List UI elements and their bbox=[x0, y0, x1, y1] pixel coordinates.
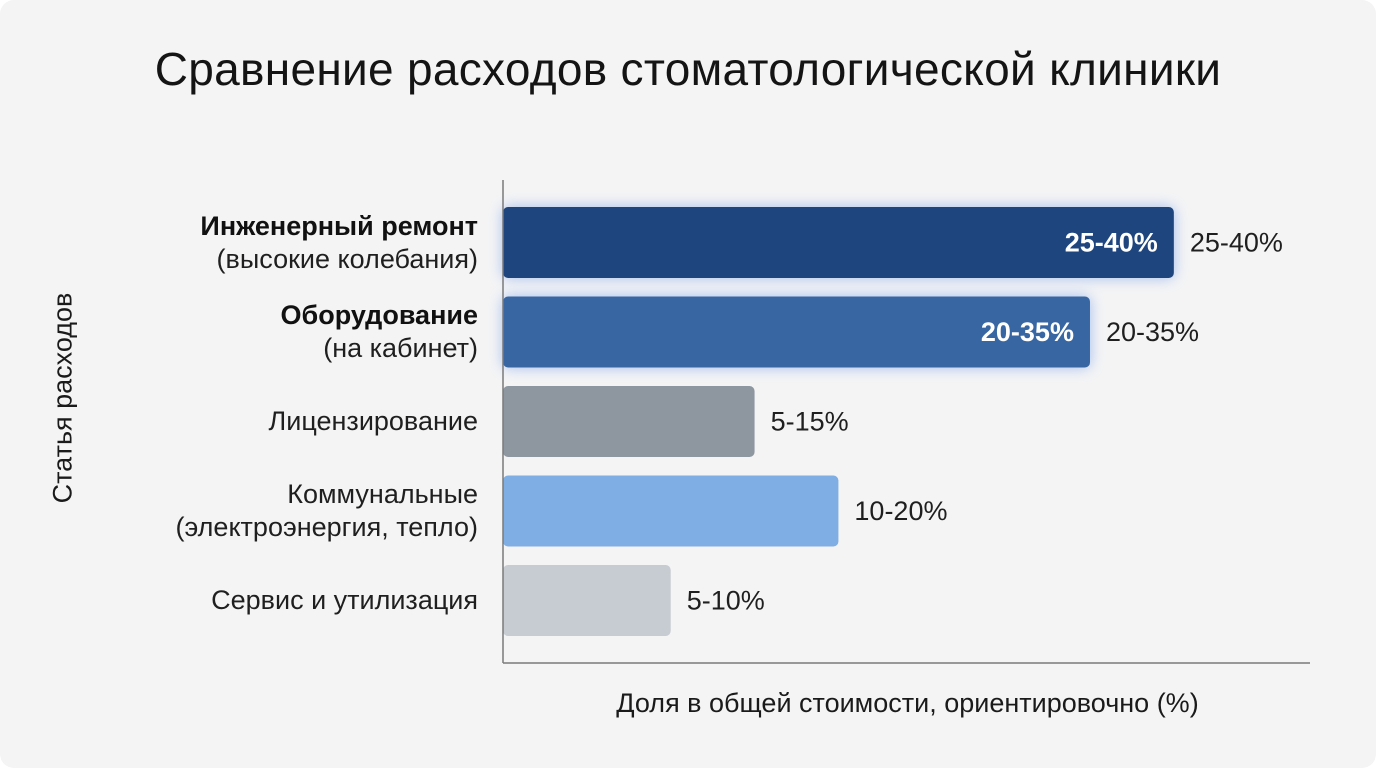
category-subtitle: (на кабинет) bbox=[323, 333, 478, 363]
chart-title: Сравнение расходов стоматологической кли… bbox=[154, 43, 1222, 95]
bar-value-label: 5-10% bbox=[687, 586, 765, 616]
x-axis-label: Доля в общей стоимости, ориентировочно (… bbox=[616, 688, 1199, 718]
category-name: Сервис и утилизация bbox=[211, 585, 478, 615]
bar-4 bbox=[503, 565, 671, 636]
y-axis-label: Статья расходов bbox=[47, 292, 78, 504]
bar-2 bbox=[503, 386, 755, 457]
bar-inner-label: 25-40% bbox=[1065, 228, 1158, 258]
category-subtitle: (электроэнергия, тепло) bbox=[175, 512, 479, 542]
bar-1 bbox=[503, 296, 1090, 368]
bar-value-label: 5-15% bbox=[771, 407, 849, 437]
category-subtitle: (высокие колебания) bbox=[216, 243, 478, 274]
category-label: Оборудование (на кабинет) bbox=[281, 299, 478, 365]
bar-inner-label: 20-35% bbox=[981, 317, 1074, 347]
category-name: Инженерный ремонт bbox=[200, 210, 478, 241]
bar-value-label: 10-20% bbox=[854, 496, 947, 526]
category-label: Лицензирование bbox=[269, 405, 478, 438]
bar-3 bbox=[503, 475, 839, 547]
bar-value-label: 20-35% bbox=[1106, 317, 1199, 347]
category-name: Оборудование bbox=[280, 300, 478, 330]
category-label: Инженерный ремонт (высокие колебания) bbox=[200, 210, 478, 276]
category-label: Коммунальные (электроэнергия, тепло) bbox=[176, 478, 479, 544]
category-name: Коммунальные bbox=[287, 479, 478, 509]
bar-0 bbox=[503, 207, 1174, 278]
bar-value-label: 25-40% bbox=[1190, 228, 1283, 258]
category-name: Лицензирование bbox=[268, 406, 478, 436]
category-label: Сервис и утилизация bbox=[211, 584, 478, 617]
